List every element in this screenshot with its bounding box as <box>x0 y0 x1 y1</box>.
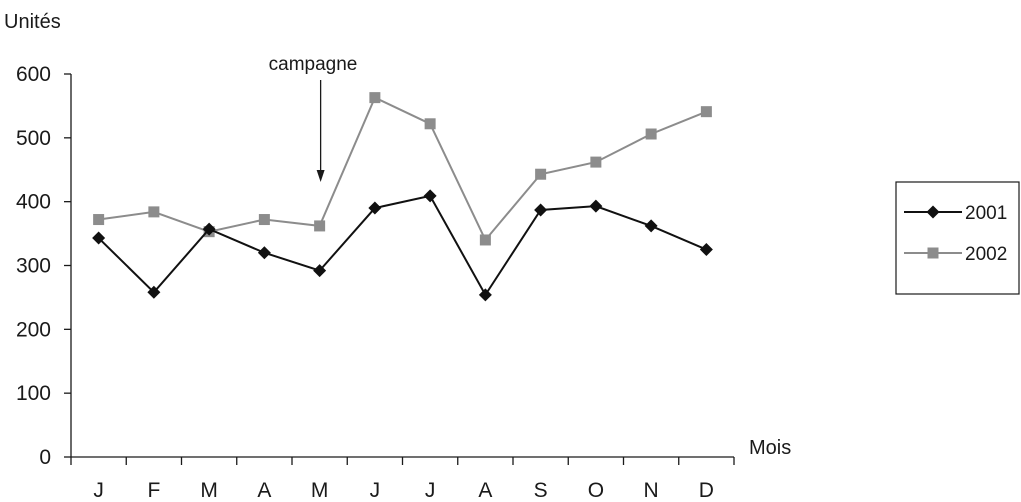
y-tick-label: 400 <box>16 191 51 214</box>
legend-label: 2001 <box>965 203 1007 224</box>
series-line <box>98 96 707 242</box>
x-tick-label: M <box>200 479 218 502</box>
y-tick-label: 0 <box>39 446 51 469</box>
data-point <box>926 205 940 219</box>
data-point <box>927 247 939 259</box>
series-layer <box>92 92 713 302</box>
x-tick-label: J <box>425 479 436 502</box>
data-point <box>423 189 437 203</box>
data-point <box>314 220 326 232</box>
data-point <box>534 203 548 217</box>
data-point <box>257 246 271 260</box>
series-line <box>97 194 707 297</box>
x-tick-label: J <box>93 479 104 502</box>
data-point <box>258 214 270 226</box>
data-point <box>478 288 492 302</box>
data-point <box>313 264 327 278</box>
x-tick-label: M <box>311 479 329 502</box>
data-point <box>147 285 161 299</box>
data-point <box>645 128 657 140</box>
data-point <box>369 92 381 104</box>
y-tick-label: 300 <box>16 255 51 278</box>
series-2002 <box>93 92 712 246</box>
data-point <box>700 106 712 118</box>
data-point <box>202 222 216 236</box>
annotation-arrowhead <box>316 170 325 182</box>
data-point <box>148 206 160 218</box>
legend-box <box>895 181 1020 295</box>
annotation: campagne <box>269 54 358 182</box>
axes: 0 100 200 300 400 500 600 J F M A M J J A S O N D <box>16 63 735 502</box>
y-axis-title: Unités <box>4 11 61 33</box>
data-point <box>92 231 106 245</box>
series-2001 <box>92 189 713 302</box>
legend-item-2001: 2001 <box>904 203 1007 224</box>
x-tick-label: N <box>644 479 659 502</box>
data-point <box>535 168 547 180</box>
y-tick-label: 600 <box>16 63 51 86</box>
data-point <box>424 118 436 130</box>
data-point <box>479 234 491 246</box>
data-point <box>644 219 658 233</box>
x-tick-label: S <box>534 479 548 502</box>
x-tick-label: O <box>588 479 604 502</box>
legend: 2001 2002 <box>895 181 1020 295</box>
data-point <box>699 243 713 257</box>
x-tick-label: A <box>478 479 492 502</box>
data-point <box>368 201 382 215</box>
legend-item-2002: 2002 <box>904 244 1007 265</box>
y-tick-label: 100 <box>16 382 51 405</box>
data-point <box>93 214 105 226</box>
x-tick-label: J <box>370 479 381 502</box>
annotation-label: campagne <box>269 54 358 75</box>
x-tick-label: A <box>257 479 271 502</box>
y-tick-label: 200 <box>16 318 51 341</box>
x-axis-title: Mois <box>749 437 791 459</box>
data-point <box>590 156 602 168</box>
x-tick-label: D <box>699 479 714 502</box>
data-point <box>589 199 603 213</box>
legend-label: 2002 <box>965 244 1007 265</box>
x-tick-label: F <box>147 479 160 502</box>
y-tick-label: 500 <box>16 127 51 150</box>
